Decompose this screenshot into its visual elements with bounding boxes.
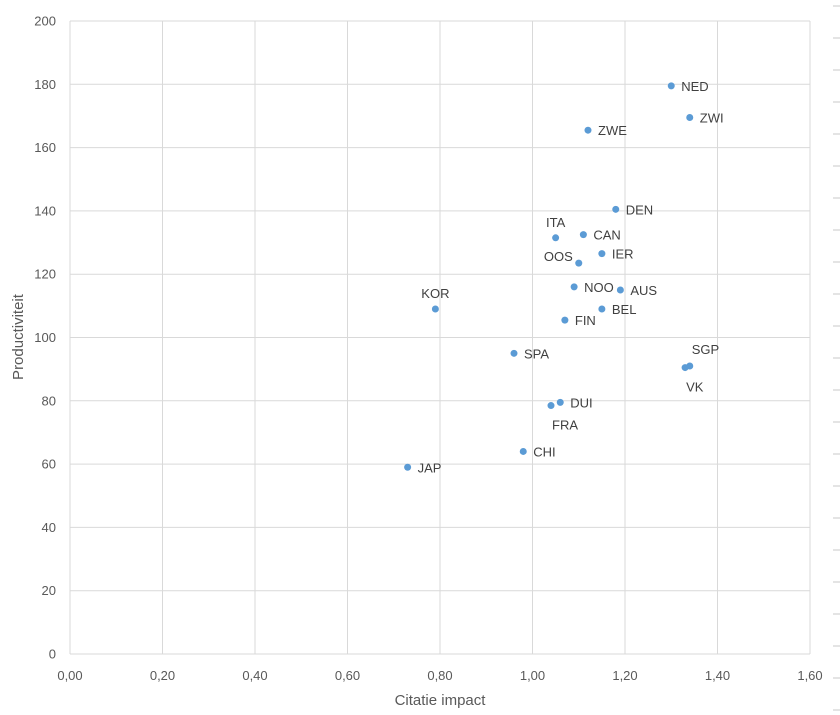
y-tick-label: 120 <box>34 267 56 282</box>
x-tick-label: 0,80 <box>427 668 452 683</box>
x-tick-label: 1,40 <box>705 668 730 683</box>
data-point <box>598 250 606 258</box>
data-label: VK <box>686 380 704 395</box>
right-edge-dashes <box>833 5 840 711</box>
data-label: DEN <box>626 202 653 217</box>
data-label: AUS <box>630 283 657 298</box>
x-tick-labels: 0,00 0,20 0,40 0,60 0,80 1,00 1,20 1,40 1,60 <box>57 668 822 683</box>
y-tick-label: 200 <box>34 14 56 29</box>
y-axis-title: Productiviteit <box>10 293 27 380</box>
y-tick-label: 180 <box>34 77 56 92</box>
data-label: CHI <box>533 444 555 459</box>
data-point <box>616 286 624 294</box>
x-tick-label: 0,00 <box>57 668 82 683</box>
y-tick-label: 60 <box>42 457 56 472</box>
data-label: CAN <box>593 228 620 243</box>
data-point <box>686 114 694 122</box>
data-label: KOR <box>421 286 449 301</box>
data-point <box>431 305 439 313</box>
data-label: JAP <box>418 460 442 475</box>
gridlines <box>69 20 811 655</box>
x-tick-label: 1,20 <box>612 668 637 683</box>
data-point <box>598 305 606 313</box>
y-tick-label: 0 <box>49 647 56 662</box>
y-tick-label: 20 <box>42 583 56 598</box>
data-label: NED <box>681 79 708 94</box>
data-point <box>404 463 412 471</box>
data-point <box>584 126 592 134</box>
data-label: IER <box>612 247 634 262</box>
data-label: ZWI <box>700 111 724 126</box>
y-tick-label: 140 <box>34 203 56 218</box>
y-tick-label: 80 <box>42 393 56 408</box>
data-label: DUI <box>570 395 592 410</box>
x-axis-title: Citatie impact <box>395 692 487 709</box>
data-label: NOO <box>584 280 614 295</box>
data-point <box>612 205 620 213</box>
x-tick-label: 0,20 <box>150 668 175 683</box>
data-point <box>570 283 578 291</box>
data-label: FRA <box>552 418 578 433</box>
data-label: ITA <box>546 215 566 230</box>
data-point <box>552 234 560 242</box>
x-tick-label: 0,40 <box>242 668 267 683</box>
x-tick-label: 0,60 <box>335 668 360 683</box>
data-points <box>404 82 694 471</box>
x-tick-label: 1,00 <box>520 668 545 683</box>
x-tick-label: 1,60 <box>797 668 822 683</box>
data-label: SGP <box>692 342 719 357</box>
data-label: OOS <box>544 249 573 264</box>
data-point <box>556 398 564 406</box>
data-point <box>519 447 527 455</box>
data-point <box>579 231 587 239</box>
y-tick-labels: 0 20 40 60 80 100 120 140 160 180 200 <box>34 14 56 662</box>
data-label: FIN <box>575 313 596 328</box>
data-point <box>510 349 518 357</box>
data-label: SPA <box>524 346 549 361</box>
data-point <box>575 259 583 267</box>
data-point <box>667 82 675 90</box>
data-point <box>561 316 569 324</box>
data-label: BEL <box>612 302 637 317</box>
data-label: ZWE <box>598 123 627 138</box>
data-labels: NED ZWI ZWE DEN ITA CAN IER OOS NOO AUS KOR BEL FIN S… <box>418 79 724 475</box>
y-tick-label: 40 <box>42 520 56 535</box>
data-point <box>547 402 555 410</box>
data-point <box>681 364 689 372</box>
y-tick-label: 100 <box>34 330 56 345</box>
y-tick-label: 160 <box>34 140 56 155</box>
